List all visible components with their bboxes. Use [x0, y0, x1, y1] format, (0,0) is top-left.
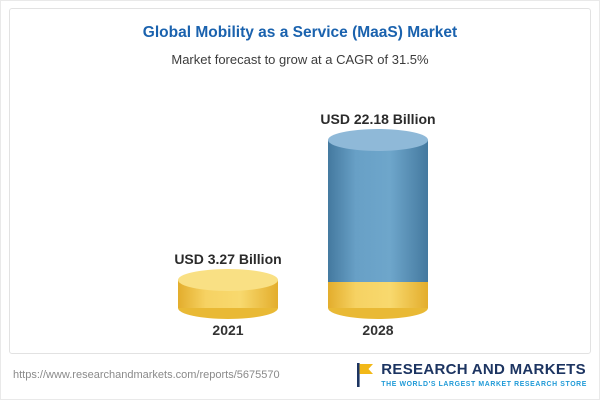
- bar-2028-year-label: 2028: [362, 322, 394, 338]
- source-url: https://www.researchandmarkets.com/repor…: [13, 369, 280, 381]
- bar-2021-value-label: USD 3.27 Billion: [174, 251, 282, 267]
- bar-2028-top-cap: [328, 129, 428, 151]
- bar-2021-cylinder: [178, 269, 278, 319]
- logo-text: RESEARCH AND MARKETS THE WORLD'S LARGEST…: [381, 362, 587, 388]
- chart-subtitle: Market forecast to grow at a CAGR of 31.…: [171, 52, 429, 67]
- logo-flag-icon: [357, 363, 374, 387]
- bar-group-2021: USD 3.27 Billion 2021: [143, 251, 313, 339]
- bar-2021-top-cap: [178, 269, 278, 291]
- bar-2021-year-label: 2021: [212, 322, 244, 338]
- chart-title: Global Mobility as a Service (MaaS) Mark…: [142, 24, 458, 41]
- chart-card: Global Mobility as a Service (MaaS) Mark…: [9, 8, 591, 354]
- bar-2028-blue-segment: [328, 140, 428, 282]
- bar-2028-body: [328, 140, 428, 308]
- research-and-markets-logo: RESEARCH AND MARKETS THE WORLD'S LARGEST…: [355, 361, 587, 389]
- bar-2028-cylinder: [328, 129, 428, 319]
- bar-2028-value-label: USD 22.18 Billion: [320, 111, 436, 127]
- bar-2028-yellow-segment: [328, 282, 428, 308]
- logo-title: RESEARCH AND MARKETS: [381, 361, 586, 379]
- logo-tagline: THE WORLD'S LARGEST MARKET RESEARCH STOR…: [381, 380, 587, 388]
- bar-group-2028: USD 22.18 Billion 2028: [293, 111, 463, 339]
- footer: https://www.researchandmarkets.com/repor…: [1, 355, 599, 399]
